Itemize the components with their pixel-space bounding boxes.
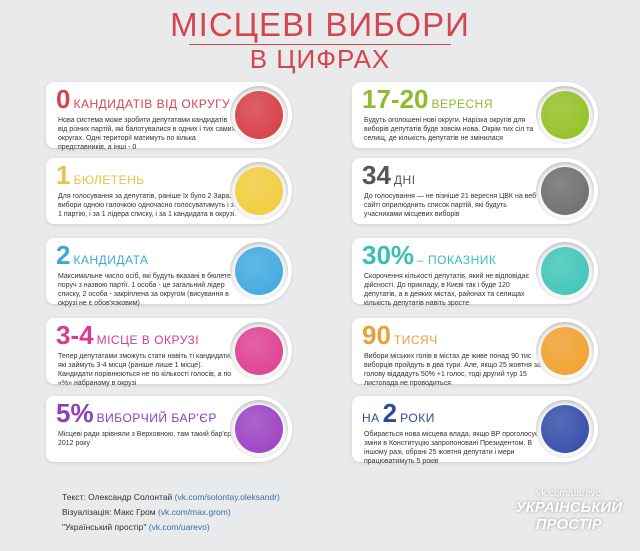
stat-circle-icon <box>536 322 594 380</box>
stat-description: Вибори міських голів в містах де живе по… <box>364 353 541 387</box>
stat-heading: 90 ТИСЯЧ <box>362 322 438 349</box>
stat-heading: 1 БЮЛЕТЕНЬ <box>56 162 145 189</box>
stat-heading: 17-20 ВЕРЕСНЯ <box>362 86 493 113</box>
stat-heading: 30% – ПОКАЗНИК <box>362 242 496 269</box>
stat-card: 2 КАНДИДАТА Максимальне число осіб, які бу… <box>46 238 292 307</box>
stat-label: ВЕРЕСНЯ <box>431 97 494 111</box>
stat-card: 0 КАНДИДАТІВ ВІД ОКРУГУ Нова система може … <box>46 82 292 151</box>
stat-card: 90 ТИСЯЧ Вибори міських голів в містах де … <box>352 318 598 387</box>
stat-heading: НА 2 РОКИ <box>362 400 435 427</box>
stat-label: ДНІ <box>393 173 416 187</box>
stat-heading: 2 КАНДИДАТА <box>56 242 149 269</box>
stat-label: КАНДИДАТІВ ВІД ОКРУГУ <box>73 97 231 111</box>
credit-viz-link[interactable]: (vk.com/max.grom) <box>157 507 231 517</box>
stat-number: 1 <box>56 160 71 190</box>
stat-circle-fill <box>541 405 589 453</box>
stat-number: 0 <box>56 84 71 114</box>
watermark-line1: УКРАЇНСЬКИЙ <box>515 499 622 516</box>
stat-description: Обирається нова місцева влада, якщо ВР п… <box>364 431 539 465</box>
watermark-line2: ПРОСТІР <box>535 516 602 533</box>
stat-number: 3-4 <box>56 320 94 350</box>
stat-circle-icon <box>536 162 594 220</box>
stat-description: Місцеві ради зрівняли з Верховною, там т… <box>58 431 238 447</box>
stat-circle-icon <box>536 86 594 144</box>
stat-description: Максимальне число осіб, які будуть вказа… <box>58 273 237 307</box>
stat-label: БЮЛЕТЕНЬ <box>73 173 145 187</box>
stat-card: 30% – ПОКАЗНИК Скорочення кількості депута… <box>352 238 598 307</box>
stat-description: Нова система може зробити депутатами кан… <box>58 117 236 151</box>
stat-heading: 3-4 МІСЦЕ В ОКРУЗІ <box>56 322 199 349</box>
stat-circle-fill <box>541 91 589 139</box>
stat-circle-fill <box>235 91 283 139</box>
credit-text-link[interactable]: (vk.com/solontay.oleksandr) <box>174 492 280 502</box>
stat-heading: 34 ДНІ <box>362 162 416 189</box>
stat-card: 5% ВИБОРЧИЙ БАР'ЄР Місцеві ради зрівняли з… <box>46 396 292 462</box>
stat-circle-fill <box>235 247 283 295</box>
stat-card: НА 2 РОКИ Обирається нова місцева влада, як… <box>352 396 598 465</box>
stat-circle-icon <box>230 86 288 144</box>
stat-circle-icon <box>230 322 288 380</box>
stat-circle-fill <box>541 327 589 375</box>
stat-circle-icon <box>230 162 288 220</box>
stat-circle-fill <box>235 405 283 453</box>
page-title: МІСЦЕВІ ВИБОРИ <box>170 6 470 43</box>
page-subtitle: В ЦИФРАХ <box>249 44 391 74</box>
watermark-url: vk.com/uarevo <box>536 488 602 499</box>
stat-heading: 5% ВИБОРЧИЙ БАР'ЄР <box>56 400 217 427</box>
stat-heading: 0 КАНДИДАТІВ ВІД ОКРУГУ <box>56 86 230 113</box>
stat-label: ТИСЯЧ <box>393 333 438 347</box>
stat-label: МІСЦЕ В ОКРУЗІ <box>96 333 200 347</box>
credit-source: "Український простір" (vk.com/uarevo) <box>62 522 210 532</box>
stat-circle-icon <box>536 400 594 458</box>
stat-number: 5% <box>56 398 94 428</box>
stat-number: 90 <box>362 320 391 350</box>
stat-number: 2 <box>382 398 398 428</box>
stat-label: – ПОКАЗНИК <box>417 253 497 267</box>
stat-label: КАНДИДАТА <box>73 253 149 267</box>
stat-card: 1 БЮЛЕТЕНЬ Для голосування за депутатів, р… <box>46 158 292 224</box>
stat-prefix: НА <box>362 411 380 425</box>
stat-label: РОКИ <box>400 411 435 425</box>
credit-source-link[interactable]: (vk.com/uarevo) <box>148 522 210 532</box>
stat-description: Тепер депутатами зможуть стати навіть ті… <box>58 353 232 387</box>
stat-number: 34 <box>362 160 391 190</box>
stat-card: 17-20 ВЕРЕСНЯ Будуть оголошені нові округи… <box>352 82 598 148</box>
credits: Текст: Олександр Солонтай (vk.com/solont… <box>62 490 280 535</box>
stat-circle-icon <box>230 242 288 300</box>
credit-viz: Візуалізація: Макс Гром (vk.com/max.grom… <box>62 507 231 517</box>
stat-label: ВИБОРЧИЙ БАР'ЄР <box>96 411 217 425</box>
stat-description: Скорочення кількості депутатів, який не … <box>364 273 530 307</box>
stat-description: Будуть оголошені нові округи. Нарізка ок… <box>364 117 534 142</box>
stat-circle-icon <box>536 242 594 300</box>
stat-circle-fill <box>541 247 589 295</box>
stat-number: 17-20 <box>362 84 429 114</box>
stat-card: 34 ДНІ До голосування — не пізніше 21 вере… <box>352 158 598 224</box>
stat-description: Для голосування за депутатів, раніше їх … <box>58 193 238 218</box>
stat-number: 30% <box>362 240 415 270</box>
stat-circle-fill <box>541 167 589 215</box>
credit-text: Текст: Олександр Солонтай (vk.com/solont… <box>62 492 280 502</box>
watermark: vk.com/uarevo УКРАЇНСЬКИЙ ПРОСТІР <box>515 488 622 533</box>
stat-circle-fill <box>235 167 283 215</box>
stat-description: До голосування — не пізніше 21 вересня Ц… <box>364 193 539 218</box>
stat-card: 3-4 МІСЦЕ В ОКРУЗІ Тепер депутатами зможут… <box>46 318 292 387</box>
title-divider <box>189 44 451 45</box>
stat-circle-icon <box>230 400 288 458</box>
stat-circle-fill <box>235 327 283 375</box>
stat-number: 2 <box>56 240 71 270</box>
